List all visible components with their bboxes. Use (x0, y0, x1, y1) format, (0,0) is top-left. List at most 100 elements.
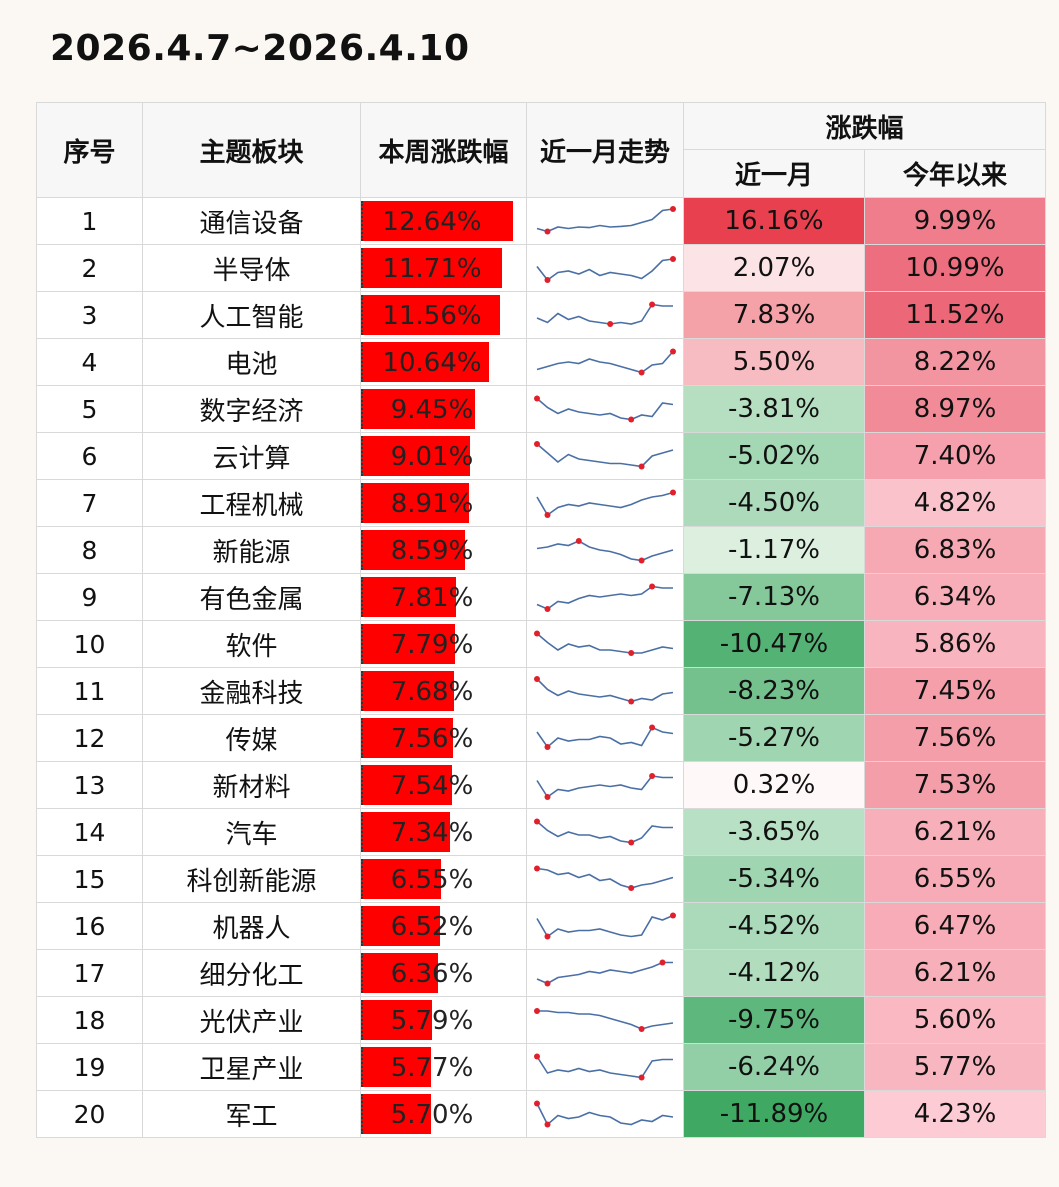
sector-name: 科创新能源 (142, 855, 361, 903)
trend-cell (526, 197, 684, 245)
table-row: 5 数字经济 9.45% -3.81% 8.97% (36, 385, 1046, 433)
weekly-change-cell: 6.52% (360, 902, 527, 950)
ytd-change-value: 7.56% (864, 714, 1046, 762)
trend-cell (526, 338, 684, 386)
trend-high-marker (534, 818, 540, 825)
trend-sparkline (534, 865, 674, 891)
table-row: 1 通信设备 12.64% 16.16% 9.99% (36, 197, 1046, 245)
sector-name: 卫星产业 (142, 1043, 361, 1091)
ytd-change-value: 4.82% (864, 479, 1046, 527)
table-row: 3 人工智能 11.56% 7.83% 11.52% (36, 291, 1046, 339)
weekly-change-value: 7.54% (390, 771, 474, 801)
table-row: 17 细分化工 6.36% -4.12% 6.21% (36, 949, 1046, 997)
trend-line (536, 678, 674, 703)
trend-cell (526, 432, 684, 480)
trend-low-marker (638, 1074, 645, 1081)
trend-cell (526, 761, 684, 809)
weekly-change-bar (361, 530, 465, 570)
trend-sparkline (534, 1008, 674, 1032)
trend-cell (526, 385, 684, 433)
row-index: 9 (36, 573, 143, 621)
trend-low-marker (628, 885, 635, 891)
weekly-change-cell: 5.70% (360, 1090, 527, 1138)
sector-table: 序号 主题板块 本周涨跌幅 近一月走势 涨跌幅 近一月 今年以来 1 通信设备 12… (36, 102, 1046, 1138)
trend-cell (526, 996, 684, 1044)
trend-sparkline (536, 348, 676, 376)
row-index: 7 (36, 479, 143, 527)
table-row: 2 半导体 11.71% 2.07% 10.99% (36, 244, 1046, 292)
weekly-change-value: 5.79% (390, 1006, 474, 1036)
trend-line (536, 303, 673, 325)
trend-line (536, 397, 674, 421)
trend-sparkline (534, 395, 674, 423)
ytd-change-value: 5.60% (864, 996, 1046, 1044)
table-row: 10 软件 7.79% -10.47% 5.86% (36, 620, 1046, 668)
trend-low-marker (638, 1026, 645, 1032)
table-row: 7 工程机械 8.91% -4.50% 4.82% (36, 479, 1046, 527)
trend-high-marker (534, 1053, 540, 1060)
weekly-change-cell: 7.79% (360, 620, 527, 668)
sector-name: 半导体 (142, 244, 361, 292)
header-sector: 主题板块 (142, 102, 361, 198)
weekly-change-value: 5.77% (390, 1053, 474, 1083)
row-index: 3 (36, 291, 143, 339)
ytd-change-value: 6.21% (864, 808, 1046, 856)
month-change-value: -3.81% (683, 385, 865, 433)
trend-line (536, 726, 674, 749)
weekly-change-bar (361, 718, 453, 758)
weekly-change-cell: 7.68% (360, 667, 527, 715)
trend-low-marker (628, 416, 635, 423)
month-change-value: 7.83% (683, 291, 865, 339)
table-row: 18 光伏产业 5.79% -9.75% 5.60% (36, 996, 1046, 1044)
sector-name: 电池 (142, 338, 361, 386)
ytd-change-value: 6.21% (864, 949, 1046, 997)
trend-high-marker (534, 1100, 540, 1107)
weekly-change-bar (361, 859, 441, 899)
weekly-change-value: 7.79% (390, 630, 474, 660)
weekly-change-cell: 7.81% (360, 573, 527, 621)
weekly-change-bar (361, 765, 453, 805)
header-weekly-change: 本周涨跌幅 (360, 102, 527, 198)
month-change-value: -6.24% (683, 1043, 865, 1091)
trend-cell (526, 902, 684, 950)
sector-name: 数字经济 (142, 385, 361, 433)
trend-sparkline (536, 489, 676, 518)
row-index: 4 (36, 338, 143, 386)
trend-cell (526, 526, 684, 574)
weekly-change-bar (361, 1047, 432, 1087)
sector-name: 软件 (142, 620, 361, 668)
weekly-change-cell: 11.71% (360, 244, 527, 292)
trend-line (536, 350, 674, 374)
trend-cell (526, 479, 684, 527)
row-index: 15 (36, 855, 143, 903)
trend-line (536, 258, 674, 282)
row-index: 17 (36, 949, 143, 997)
weekly-change-cell: 12.64% (360, 197, 527, 245)
ytd-change-value: 9.99% (864, 197, 1046, 245)
trend-high-marker (534, 1008, 540, 1014)
weekly-change-value: 6.55% (390, 865, 474, 895)
ytd-change-value: 7.53% (864, 761, 1046, 809)
header-month-trend: 近一月走势 (526, 102, 684, 198)
header-ytd-change: 今年以来 (864, 149, 1046, 198)
trend-low-marker (544, 512, 551, 518)
weekly-change-value: 7.34% (390, 818, 474, 848)
page-title: 2026.4.7~2026.4.10 (50, 28, 470, 69)
weekly-change-bar (361, 953, 439, 993)
weekly-change-bar (361, 248, 502, 288)
trend-low-marker (607, 321, 614, 327)
row-index: 6 (36, 432, 143, 480)
header-change-group: 涨跌幅 (683, 102, 1046, 150)
trend-high-marker (649, 583, 656, 590)
row-index: 1 (36, 197, 143, 245)
weekly-change-bar (361, 201, 513, 241)
sector-name: 军工 (142, 1090, 361, 1138)
trend-line (536, 491, 674, 517)
trend-high-marker (670, 256, 676, 262)
trend-line (536, 775, 673, 799)
row-index: 2 (36, 244, 143, 292)
trend-low-marker (544, 933, 551, 940)
row-index: 19 (36, 1043, 143, 1091)
trend-high-marker (649, 301, 656, 308)
row-index: 20 (36, 1090, 143, 1138)
